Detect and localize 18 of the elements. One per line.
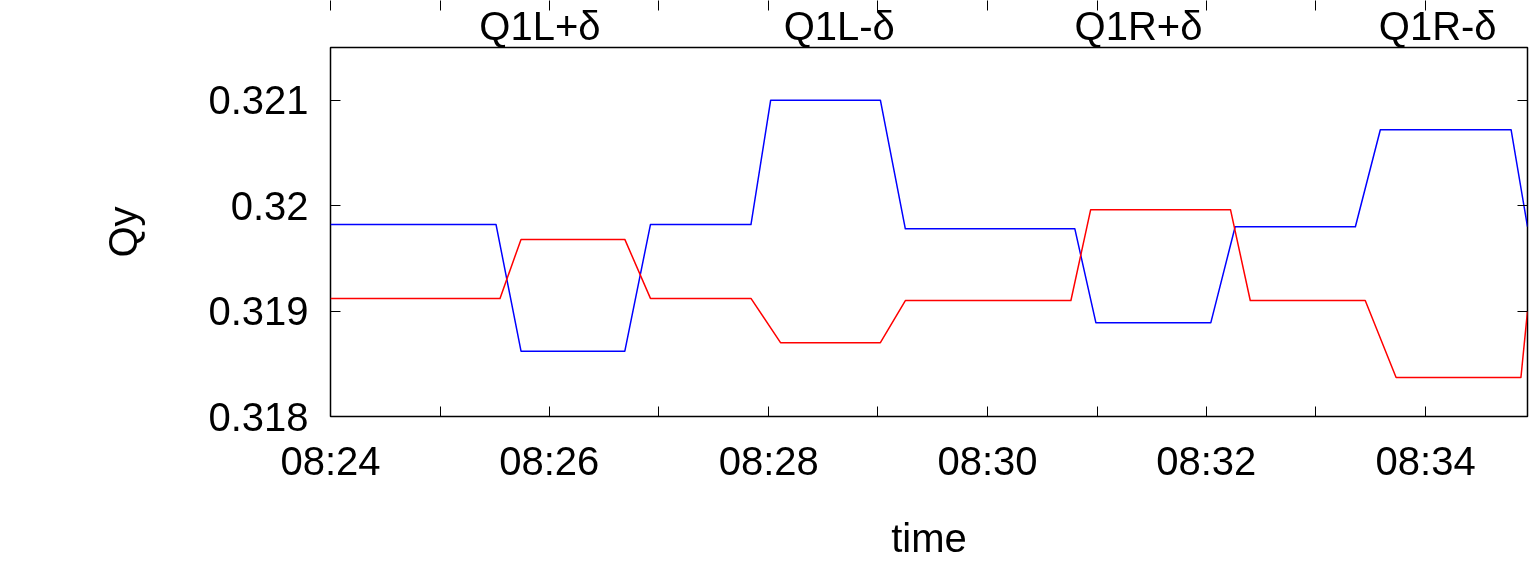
y-tick-label: 0.32 <box>230 183 309 228</box>
y-tick-label: 0.321 <box>208 78 309 123</box>
line-series <box>330 209 1528 379</box>
y-tick-label: 0.318 <box>208 394 309 439</box>
line-series <box>330 99 1528 352</box>
text: Q1R-δ <box>1378 3 1497 48</box>
y-axis-title: Qy <box>101 206 146 258</box>
x-tick-label: 08:28 <box>718 438 819 483</box>
x-tick-label: 08:26 <box>499 438 600 483</box>
text: Q1L+δ <box>479 3 601 48</box>
text: Q1L-δ <box>783 3 895 48</box>
x-tick-label: 08:24 <box>280 438 381 483</box>
y-tick-label: 0.319 <box>208 289 309 334</box>
text: Q1R+δ <box>1074 3 1203 48</box>
x-tick-label: 08:32 <box>1156 438 1257 483</box>
x-axis-title: time <box>891 515 967 560</box>
x-tick-label: 08:30 <box>937 438 1038 483</box>
x-tick-label: 08:34 <box>1375 438 1476 483</box>
